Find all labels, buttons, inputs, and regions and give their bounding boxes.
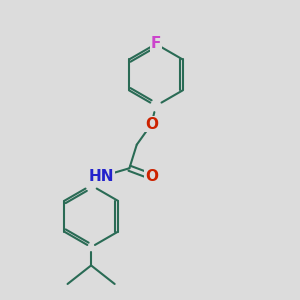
Text: O: O (145, 117, 158, 132)
Text: F: F (151, 37, 161, 52)
Text: HN: HN (89, 169, 114, 184)
Text: O: O (145, 169, 158, 184)
